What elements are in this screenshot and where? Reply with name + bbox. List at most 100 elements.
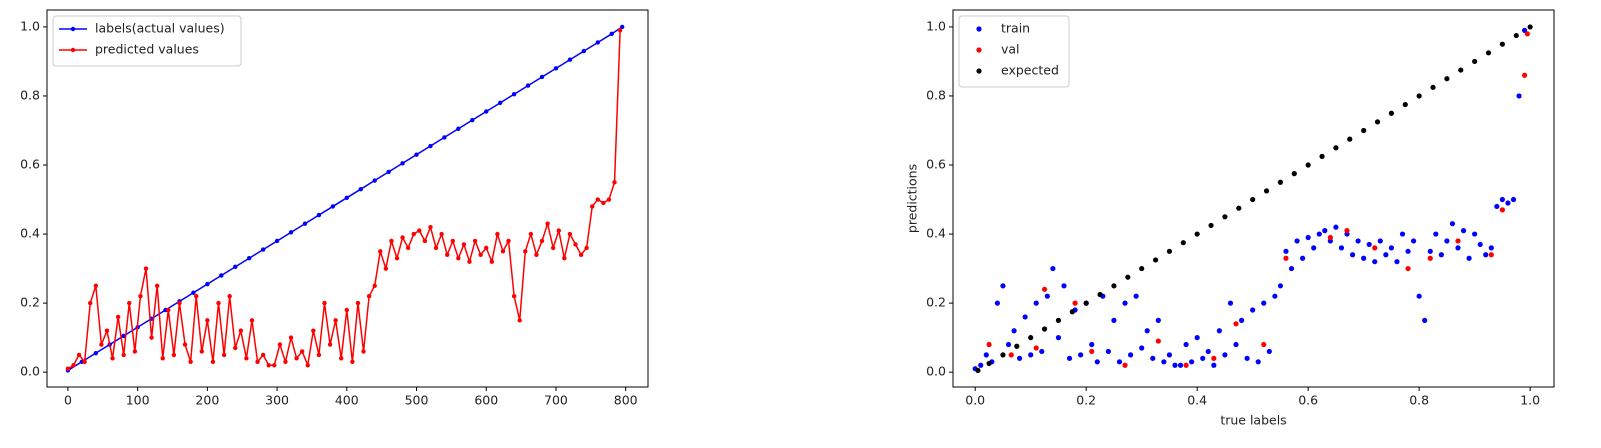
data-point xyxy=(386,169,391,175)
data-point xyxy=(1366,241,1372,248)
data-point xyxy=(428,224,433,230)
data-point xyxy=(1105,348,1111,355)
data-point xyxy=(1338,245,1345,251)
data-point xyxy=(567,57,573,62)
data-point xyxy=(288,335,294,340)
data-point xyxy=(489,259,495,264)
data-point xyxy=(578,252,584,257)
x-tick-label: 400 xyxy=(335,393,359,408)
data-point xyxy=(361,349,366,354)
data-point xyxy=(1458,67,1464,73)
data-point xyxy=(1472,231,1478,237)
data-point xyxy=(149,335,154,340)
data-point xyxy=(470,117,475,123)
data-point xyxy=(439,231,444,237)
data-point xyxy=(302,221,308,226)
data-point xyxy=(199,349,204,354)
data-point xyxy=(495,231,500,237)
data-point xyxy=(182,342,188,347)
legend-label: predicted values xyxy=(95,42,199,57)
data-point xyxy=(1521,72,1528,78)
data-point xyxy=(1388,245,1395,251)
x-tick-label: 600 xyxy=(474,393,498,408)
data-point xyxy=(573,242,578,247)
data-point xyxy=(389,238,394,244)
data-point xyxy=(1333,145,1339,151)
x-axis-label: true labels xyxy=(1220,413,1286,428)
data-point xyxy=(1250,196,1256,203)
data-point xyxy=(93,283,99,289)
data-point xyxy=(227,294,232,299)
data-point xyxy=(322,300,327,306)
data-point xyxy=(1083,300,1089,306)
legend-marker xyxy=(976,26,982,32)
data-point xyxy=(581,48,587,54)
data-point xyxy=(609,31,614,37)
data-point xyxy=(1411,238,1417,244)
data-point xyxy=(1044,293,1050,299)
legend-marker xyxy=(976,47,982,53)
data-point xyxy=(400,235,405,240)
data-point xyxy=(127,300,132,306)
data-point xyxy=(1291,171,1297,177)
data-point xyxy=(1494,203,1500,210)
x-tick-label: 0.0 xyxy=(965,393,985,408)
data-point xyxy=(1510,196,1517,203)
data-point xyxy=(316,352,322,358)
data-point xyxy=(210,359,216,364)
data-point xyxy=(497,100,503,106)
data-point xyxy=(1288,265,1295,272)
data-point xyxy=(1283,255,1289,261)
legend-label: val xyxy=(1001,42,1020,57)
data-point xyxy=(1294,238,1300,244)
data-point xyxy=(1300,255,1306,261)
data-point xyxy=(205,281,210,287)
y-tick-label: 0.0 xyxy=(20,364,40,379)
x-tick-label: 0.8 xyxy=(1409,393,1429,408)
data-point xyxy=(1194,231,1200,237)
data-point xyxy=(422,238,428,244)
data-point xyxy=(65,366,71,371)
data-point xyxy=(194,294,199,299)
y-tick-label: 0.4 xyxy=(20,226,40,241)
data-point xyxy=(1116,359,1123,365)
data-point xyxy=(1499,207,1505,213)
data-point xyxy=(612,180,617,185)
data-point xyxy=(1125,274,1131,280)
data-point xyxy=(1322,228,1328,234)
data-point xyxy=(1355,238,1361,244)
data-point xyxy=(191,290,196,295)
data-point xyxy=(1263,188,1270,194)
data-point xyxy=(445,252,450,257)
data-point xyxy=(1005,341,1012,348)
data-point xyxy=(188,359,193,364)
data-point xyxy=(1097,291,1103,298)
data-point xyxy=(1000,283,1006,289)
data-point xyxy=(1319,153,1325,159)
data-point xyxy=(1488,252,1494,258)
data-point xyxy=(143,266,149,271)
data-point xyxy=(983,352,989,358)
data-point xyxy=(1211,355,1217,361)
data-point xyxy=(1427,248,1433,254)
data-point xyxy=(584,245,589,251)
data-point xyxy=(93,350,99,356)
data-point xyxy=(358,186,363,192)
data-point xyxy=(461,242,467,247)
data-point xyxy=(104,328,110,333)
data-point xyxy=(1122,300,1128,306)
data-point xyxy=(1527,24,1533,30)
data-point xyxy=(1466,255,1472,261)
data-point xyxy=(1449,221,1456,227)
y-tick-label: 0.2 xyxy=(20,295,40,310)
axes: 0.0 0.2 0.4 0.6 0.8 1.0 0.0 0.2 0.4 0.6 0.8 1.0 true… xyxy=(905,18,1541,427)
data-point xyxy=(1344,228,1350,234)
data-point xyxy=(1166,352,1173,358)
data-point xyxy=(372,283,377,289)
data-point xyxy=(545,221,550,226)
data-point xyxy=(975,367,981,374)
legend: labels(actual values) predicted values xyxy=(52,15,242,67)
data-point xyxy=(1028,352,1034,358)
data-point xyxy=(1127,352,1134,358)
